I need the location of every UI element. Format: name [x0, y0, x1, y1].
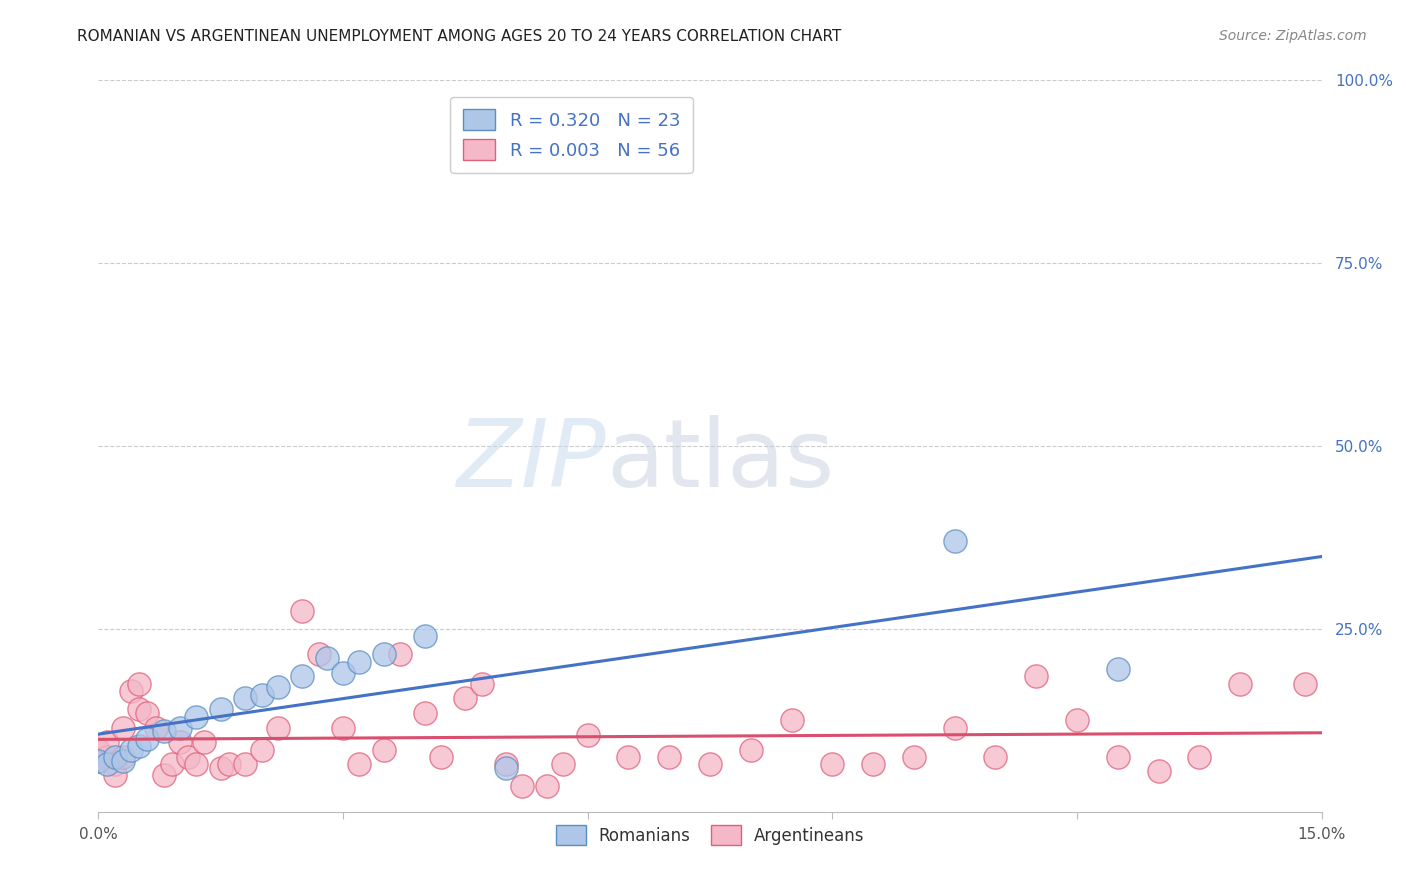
Point — [291, 603, 314, 617]
Point — [862, 757, 884, 772]
Point — [349, 655, 371, 669]
Point — [128, 702, 150, 716]
Point — [576, 728, 599, 742]
Point — [315, 651, 337, 665]
Point — [218, 757, 240, 772]
Point — [413, 706, 436, 720]
Point — [430, 749, 453, 764]
Legend: Romanians, Argentineans: Romanians, Argentineans — [546, 815, 875, 855]
Point — [413, 629, 436, 643]
Point — [128, 739, 150, 753]
Point — [1147, 764, 1170, 779]
Text: ZIP: ZIP — [457, 415, 606, 506]
Point — [512, 779, 534, 793]
Point — [536, 779, 558, 793]
Point — [267, 681, 290, 695]
Point — [96, 735, 118, 749]
Point — [233, 757, 256, 772]
Point — [186, 709, 208, 723]
Point — [104, 749, 127, 764]
Point — [454, 691, 477, 706]
Point — [389, 648, 412, 662]
Point — [250, 742, 273, 756]
Point — [332, 721, 354, 735]
Point — [780, 714, 803, 728]
Point — [471, 676, 494, 690]
Point — [169, 735, 191, 749]
Point — [96, 757, 118, 772]
Point — [553, 757, 575, 772]
Point — [128, 676, 150, 690]
Point — [1066, 714, 1088, 728]
Point — [1107, 662, 1129, 676]
Point — [821, 757, 844, 772]
Point — [373, 648, 395, 662]
Point — [291, 669, 314, 683]
Point — [120, 742, 142, 756]
Point — [193, 735, 215, 749]
Point — [96, 749, 118, 764]
Point — [152, 724, 174, 739]
Point — [658, 749, 681, 764]
Point — [136, 706, 159, 720]
Text: atlas: atlas — [606, 415, 834, 507]
Point — [740, 742, 762, 756]
Point — [943, 721, 966, 735]
Point — [373, 742, 395, 756]
Point — [111, 749, 134, 764]
Point — [186, 757, 208, 772]
Point — [120, 684, 142, 698]
Point — [111, 721, 134, 735]
Point — [495, 761, 517, 775]
Point — [209, 761, 232, 775]
Point — [1188, 749, 1211, 764]
Point — [617, 749, 640, 764]
Point — [111, 754, 134, 768]
Point — [1025, 669, 1047, 683]
Point — [943, 534, 966, 549]
Point — [1229, 676, 1251, 690]
Point — [169, 721, 191, 735]
Point — [104, 768, 127, 782]
Point — [209, 702, 232, 716]
Point — [1107, 749, 1129, 764]
Point — [136, 731, 159, 746]
Point — [349, 757, 371, 772]
Point — [1294, 676, 1316, 690]
Text: ROMANIAN VS ARGENTINEAN UNEMPLOYMENT AMONG AGES 20 TO 24 YEARS CORRELATION CHART: ROMANIAN VS ARGENTINEAN UNEMPLOYMENT AMO… — [77, 29, 842, 44]
Point — [104, 757, 127, 772]
Point — [87, 754, 110, 768]
Point — [233, 691, 256, 706]
Point — [903, 749, 925, 764]
Point — [87, 742, 110, 756]
Point — [308, 648, 330, 662]
Point — [984, 749, 1007, 764]
Point — [332, 665, 354, 680]
Point — [152, 768, 174, 782]
Point — [87, 754, 110, 768]
Point — [160, 757, 183, 772]
Point — [495, 757, 517, 772]
Point — [250, 688, 273, 702]
Point — [177, 749, 200, 764]
Text: Source: ZipAtlas.com: Source: ZipAtlas.com — [1219, 29, 1367, 43]
Point — [699, 757, 721, 772]
Point — [145, 721, 167, 735]
Point — [267, 721, 290, 735]
